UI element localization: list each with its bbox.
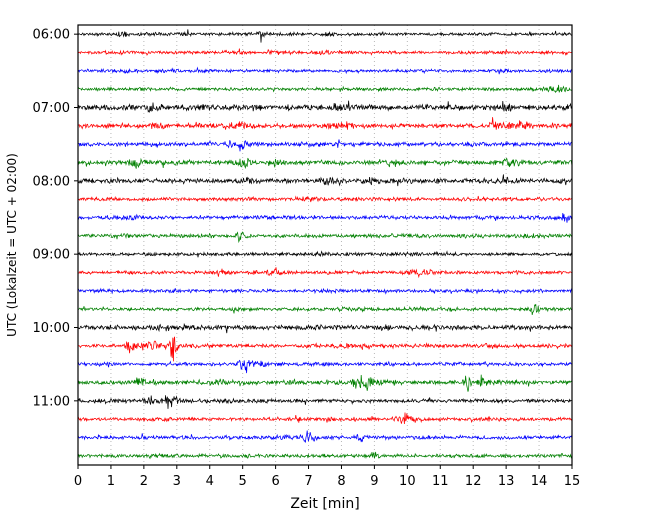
seismic-trace	[77, 157, 573, 170]
x-tick-label: 5	[239, 474, 247, 489]
seismic-trace	[77, 322, 573, 334]
x-tick-label: 14	[531, 474, 548, 489]
seismic-trace	[77, 287, 573, 295]
x-tick-label: 3	[173, 474, 181, 489]
x-tick-label: 6	[271, 474, 279, 489]
seismic-trace	[77, 451, 573, 460]
seismic-trace	[77, 374, 573, 392]
x-tick-label: 12	[465, 474, 482, 489]
y-tick-label: 06:00	[33, 28, 70, 43]
seismic-trace	[77, 117, 573, 131]
y-tick-label: 10:00	[33, 321, 70, 336]
seismic-trace	[77, 412, 573, 425]
seismic-trace	[77, 430, 573, 443]
seismic-trace	[77, 267, 572, 279]
axis-tick-labels: 0 1 2 3 4 5 6 7 8 9 10 11 12 13 14 1506:0007:0008:0009:…	[33, 28, 581, 489]
seismic-trace	[77, 250, 573, 258]
x-tick-label: 1	[107, 474, 115, 489]
x-tick-label: 15	[564, 474, 581, 489]
seismic-trace	[77, 304, 572, 316]
seismic-trace	[77, 336, 573, 362]
seismic-trace	[77, 100, 573, 114]
seismic-trace	[77, 213, 573, 223]
x-tick-label: 9	[370, 474, 378, 489]
seismic-trace	[77, 174, 573, 187]
seismic-trace	[77, 231, 573, 244]
x-tick-label: 10	[399, 474, 416, 489]
x-axis-label: Zeit [min]	[290, 496, 359, 512]
x-tick-label: 0	[74, 474, 82, 489]
x-tick-label: 11	[432, 474, 449, 489]
seismic-traces	[77, 29, 573, 460]
y-axis-label: UTC (Lokalzeit = UTC + 02:00)	[5, 153, 19, 337]
seismic-trace	[77, 395, 572, 409]
x-tick-label: 2	[140, 474, 148, 489]
seismic-trace	[77, 29, 572, 43]
seismic-trace	[77, 84, 573, 94]
x-tick-label: 7	[304, 474, 312, 489]
seismic-trace	[77, 66, 572, 75]
axis-ticks	[74, 33, 573, 469]
y-tick-label: 09:00	[33, 248, 70, 263]
x-tick-label: 13	[498, 474, 515, 489]
plot-frame	[77, 24, 573, 466]
x-tick-label: 8	[337, 474, 345, 489]
seismic-trace	[77, 359, 573, 374]
x-tick-label: 4	[206, 474, 214, 489]
y-tick-label: 11:00	[33, 394, 70, 409]
seismic-trace	[77, 139, 573, 152]
grid-lines	[110, 25, 540, 465]
y-tick-label: 07:00	[33, 101, 70, 116]
seismic-trace	[77, 195, 572, 203]
seismic-trace	[77, 48, 572, 56]
y-tick-label: 08:00	[33, 174, 70, 189]
